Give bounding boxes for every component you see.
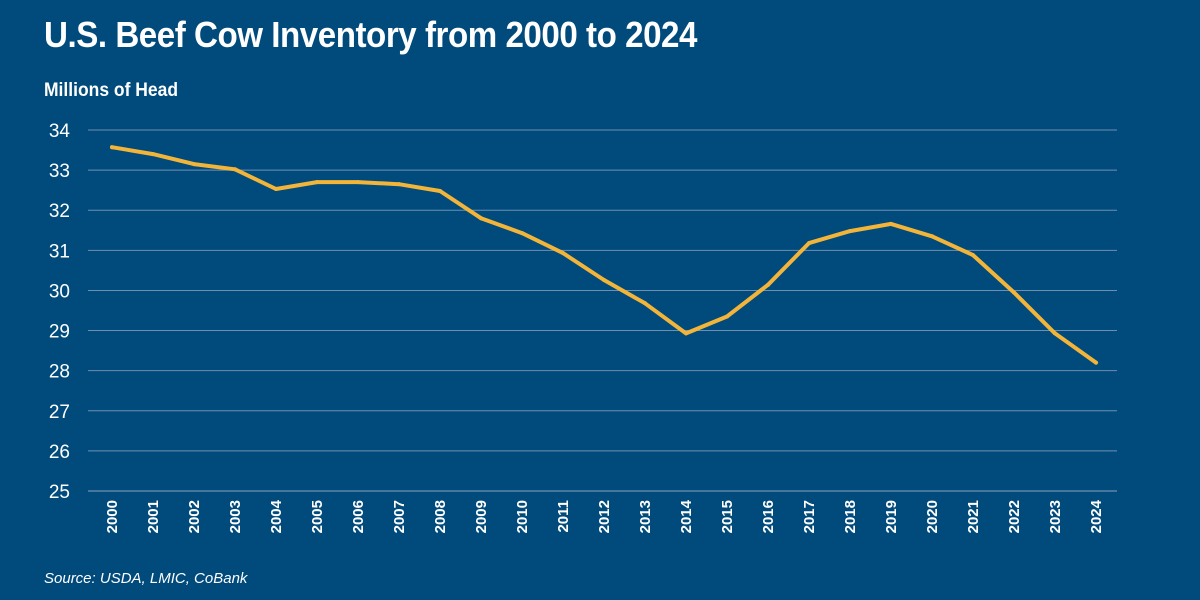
x-tick-label: 2000 (104, 500, 121, 533)
y-tick-label: 34 (49, 121, 71, 142)
data-point-2005 (315, 180, 319, 185)
gridlines (88, 129, 1117, 492)
x-tick-label: 2020 (924, 500, 941, 533)
x-tick-label: 2002 (186, 500, 203, 533)
y-tick-label: 25 (49, 482, 70, 503)
data-point-2024 (1094, 360, 1098, 365)
x-tick-label: 2004 (268, 499, 285, 533)
data-point-2004 (274, 186, 278, 191)
x-tick-label: 2011 (555, 500, 572, 533)
data-point-2001 (151, 152, 155, 157)
data-point-2020 (930, 234, 934, 239)
x-axis-ticks: 2000 2001 2002 2003 2004 2005 2006 2007 2008 2009… (104, 499, 1105, 533)
data-point-2000 (110, 145, 114, 150)
data-point-2011 (561, 251, 565, 256)
chart-title: U.S. Beef Cow Inventory from 2000 to 202… (44, 14, 697, 55)
data-point-2002 (192, 162, 196, 167)
x-tick-label: 2016 (760, 500, 777, 533)
data-point-2006 (356, 180, 360, 185)
x-tick-label: 2022 (1006, 500, 1023, 533)
y-axis-ticks: 25 26 27 28 29 30 31 32 33 34 (49, 121, 71, 503)
data-point-2007 (397, 182, 401, 187)
x-tick-label: 2009 (473, 500, 490, 533)
source-note: Source: USDA, LMIC, CoBank (44, 570, 248, 587)
x-tick-label: 2001 (145, 500, 162, 533)
data-point-2014 (684, 331, 688, 336)
y-axis-label: Millions of Head (44, 80, 179, 101)
x-tick-label: 2010 (514, 500, 531, 533)
x-tick-label: 2006 (350, 500, 367, 533)
x-tick-label: 2003 (227, 500, 244, 533)
x-tick-label: 2021 (965, 500, 982, 533)
data-point-2023 (1053, 331, 1057, 336)
y-tick-label: 32 (49, 201, 70, 222)
data-point-2009 (479, 216, 483, 221)
y-tick-label: 33 (49, 161, 70, 182)
y-tick-label: 29 (49, 322, 70, 343)
y-tick-label: 30 (49, 281, 70, 302)
data-point-2018 (848, 229, 852, 234)
data-point-2021 (971, 253, 975, 258)
data-point-2019 (889, 221, 893, 226)
x-tick-label: 2005 (309, 500, 326, 533)
x-tick-label: 2015 (719, 500, 736, 533)
data-point-2022 (1012, 290, 1016, 295)
data-point-2013 (643, 301, 647, 306)
y-tick-label: 28 (49, 362, 70, 383)
data-point-2012 (602, 278, 606, 283)
series-layer (110, 145, 1098, 365)
y-tick-label: 31 (49, 241, 70, 262)
data-point-2010 (520, 231, 524, 236)
x-tick-label: 2014 (678, 499, 695, 533)
data-point-2015 (725, 314, 729, 319)
x-tick-label: 2023 (1047, 500, 1064, 533)
x-tick-label: 2008 (432, 500, 449, 533)
y-tick-label: 26 (49, 442, 70, 463)
x-tick-label: 2012 (596, 500, 613, 533)
x-tick-label: 2019 (883, 500, 900, 533)
x-tick-label: 2007 (391, 500, 408, 533)
data-point-2016 (766, 282, 770, 287)
y-tick-label: 27 (49, 402, 70, 423)
x-tick-label: 2018 (842, 500, 859, 533)
data-point-2017 (807, 241, 811, 246)
data-point-2008 (438, 188, 442, 193)
x-tick-label: 2017 (801, 500, 818, 533)
data-point-2003 (233, 167, 237, 172)
x-tick-label: 2024 (1088, 499, 1105, 533)
x-tick-label: 2013 (637, 500, 654, 533)
